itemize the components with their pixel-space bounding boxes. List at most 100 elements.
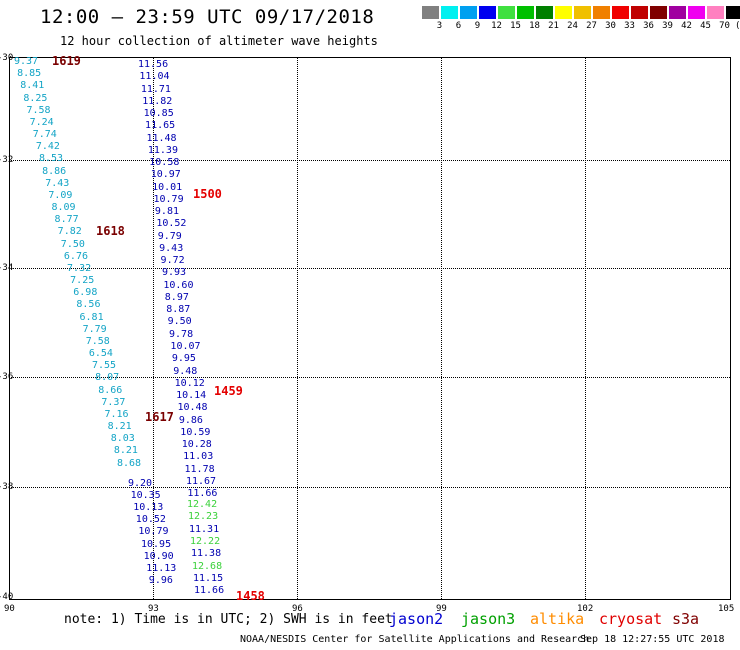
wave-height-value: 10.52 — [156, 218, 187, 230]
wave-height-value: 11.03 — [183, 451, 214, 463]
satellite-cryosat: cryosat — [599, 610, 663, 628]
wave-height-value: 9.20 — [128, 478, 153, 489]
legend-label: 42 — [681, 21, 692, 31]
wave-height-value: 8.68 — [116, 457, 142, 469]
wave-height-value: 8.25 — [23, 92, 48, 104]
legend-label: 21 — [548, 21, 559, 31]
satellite-jason3: jason3 — [461, 610, 516, 628]
lat-label: -36 — [0, 372, 14, 382]
wave-height-value: 12.42 — [187, 499, 218, 510]
wave-height-value: 7.16 — [104, 408, 129, 420]
wave-height-value: 7.32 — [67, 262, 92, 274]
lat-label: -32 — [0, 155, 14, 165]
wave-height-value: 10.12 — [174, 377, 205, 389]
gridline-lon-102 — [585, 57, 586, 599]
wave-height-value: 9.72 — [160, 255, 185, 267]
wave-height-value: 7.82 — [57, 226, 82, 238]
lat-label: -40 — [0, 592, 14, 602]
legend-swatch — [536, 6, 553, 19]
wave-height-value: 10.59 — [180, 426, 211, 438]
legend-swatch — [650, 6, 667, 19]
satellite-s3a: s3a — [672, 610, 700, 628]
wave-height-value: 7.50 — [60, 238, 85, 250]
wave-height-value: 11.04 — [139, 71, 170, 83]
wave-height-value: 8.66 — [98, 384, 123, 396]
legend-label: 45 — [700, 21, 711, 31]
wave-height-value: 8.87 — [166, 304, 191, 316]
gridline-lon-99 — [441, 57, 442, 599]
wave-height-value: 10.07 — [170, 340, 201, 352]
time-label: 1619 — [52, 54, 81, 68]
legend-label: 12 — [491, 21, 502, 31]
legend-label: 27 — [586, 21, 597, 31]
wave-height-value: 10.01 — [152, 181, 183, 193]
generated-timestamp: Sep 18 12:27:55 UTC 2018 — [580, 634, 725, 645]
wave-height-value: 10.35 — [130, 490, 161, 502]
wave-height-value: 8.09 — [51, 202, 76, 214]
legend-swatch — [688, 6, 705, 19]
wave-height-value: 7.79 — [82, 323, 107, 335]
wave-height-value: 9.43 — [159, 242, 184, 254]
legend-swatch — [707, 6, 724, 19]
legend-label: 33 — [624, 21, 635, 31]
lon-label: 96 — [292, 604, 303, 614]
wave-height-value: 7.25 — [70, 275, 95, 287]
legend-swatch — [726, 6, 740, 19]
time-label: 1618 — [96, 224, 125, 238]
lon-label: 93 — [148, 604, 159, 614]
lon-label: 105 — [718, 604, 735, 614]
legend-swatch — [593, 6, 610, 19]
wave-height-value: 9.96 — [148, 574, 173, 586]
legend-swatch — [669, 6, 686, 19]
wave-height-value: 8.21 — [113, 445, 138, 457]
legend-swatch — [498, 6, 515, 19]
wave-height-value: 10.14 — [176, 390, 207, 402]
wave-height-value: 11.15 — [193, 572, 224, 584]
wave-height-value: 7.58 — [26, 104, 51, 116]
wave-height-value: 10.52 — [135, 514, 166, 526]
map-frame — [9, 57, 731, 600]
wave-height-value: 10.79 — [138, 526, 169, 538]
wave-height-value: 10.60 — [163, 279, 194, 291]
wave-height-value: 10.79 — [153, 193, 184, 205]
time-label: 1617 — [145, 410, 174, 424]
wave-height-value: 11.31 — [189, 523, 220, 535]
legend-swatch — [631, 6, 648, 19]
gridline-lat-36 — [9, 377, 730, 378]
wave-height-value: 11.66 — [194, 585, 225, 597]
wave-height-value: 9.95 — [171, 353, 196, 365]
wave-height-value: 8.53 — [38, 153, 64, 165]
wave-height-value: 10.85 — [143, 108, 174, 120]
wave-height-value: 8.07 — [95, 372, 120, 384]
gridline-lon-93 — [153, 57, 154, 599]
wave-height-value: 11.56 — [138, 59, 169, 70]
legend-label: 70 — [719, 21, 730, 31]
wave-height-value: 8.77 — [54, 214, 79, 226]
lat-label: -30 — [0, 53, 14, 63]
time-label: 1500 — [193, 187, 222, 201]
map-plot-area — [9, 57, 731, 600]
legend-label: 9 — [474, 21, 481, 31]
legend-swatch — [517, 6, 534, 19]
wave-height-value: 9.50 — [167, 316, 192, 328]
gridline-lat-32 — [9, 160, 730, 161]
wave-height-value: 11.67 — [185, 475, 217, 487]
legend-swatch — [441, 6, 458, 19]
map-title: 12:00 – 23:59 UTC 09/17/2018 — [40, 6, 375, 28]
legend-swatch — [612, 6, 629, 19]
lon-label: 102 — [577, 604, 594, 614]
lon-label: 99 — [436, 604, 447, 614]
wave-height-value: 9.86 — [178, 414, 203, 426]
wave-height-value: 11.38 — [191, 548, 222, 560]
wave-height-value: 11.82 — [142, 95, 173, 107]
wave-height-value: 9.37 — [14, 56, 39, 67]
satellite-altika: altika — [530, 610, 585, 628]
wave-height-value: 10.90 — [143, 550, 174, 562]
wave-height-value: 8.85 — [17, 68, 42, 80]
legend-swatch — [555, 6, 572, 19]
legend-label: 39 — [662, 21, 673, 31]
legend-label: 3 — [436, 21, 443, 31]
wave-height-value: 6.54 — [88, 348, 113, 360]
wave-height-value: 9.48 — [173, 365, 198, 377]
legend-label: 18 — [529, 21, 540, 31]
